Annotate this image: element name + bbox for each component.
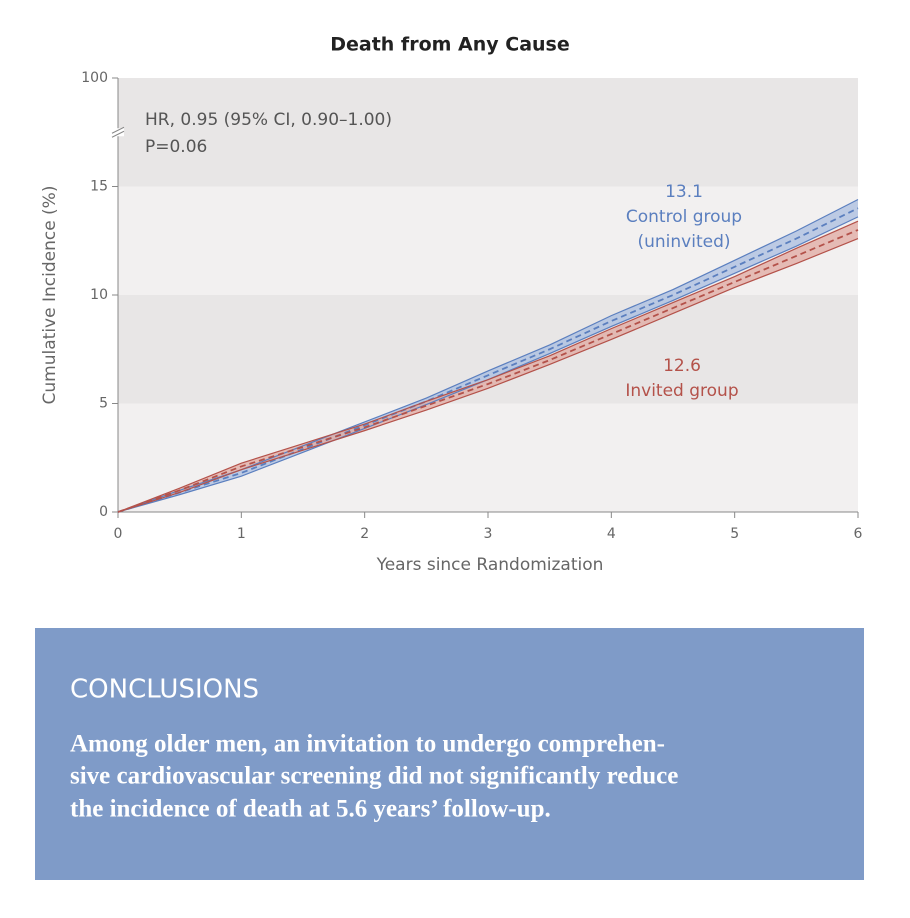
x-tick-label: 1 (237, 526, 246, 542)
x-tick-label: 6 (854, 526, 863, 542)
conclusions-box (35, 628, 864, 880)
y-tick-label: 15 (90, 179, 108, 195)
ci-line (117, 220, 859, 513)
axis-break-gap (112, 128, 124, 137)
plot: 0 5 10 15 100 0 1 2 3 4 5 6 13.1 Control group (uninvi… (81, 70, 862, 542)
y-axis-label: Cumulative Incidence (%) (40, 186, 60, 405)
conclusions-heading: CONCLUSIONS (70, 675, 259, 705)
y-tick-label: 0 (99, 504, 108, 520)
x-tick-label: 5 (730, 526, 739, 542)
series-line (117, 207, 859, 513)
ci-line (117, 238, 859, 513)
series-value-label: 13.1 (665, 182, 703, 202)
x-tick-label: 4 (607, 526, 616, 542)
series-value-label: 12.6 (663, 356, 701, 376)
x-axis-label: Years since Randomization (376, 555, 604, 575)
series-line (117, 229, 859, 513)
x-tick-label: 3 (484, 526, 493, 542)
series-name-label: (uninvited) (637, 232, 730, 252)
y-tick-label: 100 (81, 70, 108, 86)
annotation: P=0.06 (145, 137, 207, 157)
x-tick-label: 0 (114, 526, 123, 542)
y-tick-label: 5 (99, 396, 108, 412)
axis-break (111, 126, 125, 134)
series-name-label: Invited group (625, 381, 738, 401)
annotation: HR, 0.95 (95% CI, 0.90–1.00) (145, 110, 392, 130)
conclusions-text: Among older men, an invitation to underg… (70, 731, 665, 758)
plot-band (118, 403, 858, 512)
x-tick-label: 2 (360, 526, 369, 542)
conclusions-text: the incidence of death at 5.6 years’ fol… (70, 796, 551, 823)
series-name-label: Control group (626, 207, 742, 227)
chart-title: Death from Any Cause (330, 34, 570, 56)
axis-break (111, 130, 125, 138)
y-tick-label: 10 (90, 287, 108, 303)
plot-band (118, 78, 858, 187)
conclusions-text: sive cardiovascular screening did not si… (70, 763, 678, 790)
